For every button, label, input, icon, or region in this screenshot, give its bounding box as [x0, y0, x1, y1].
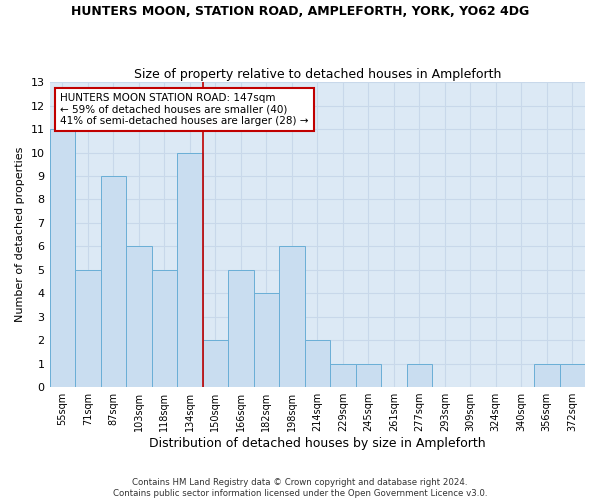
Bar [305, 340, 330, 387]
Bar [330, 364, 356, 387]
Text: HUNTERS MOON STATION ROAD: 147sqm
← 59% of detached houses are smaller (40)
41% : HUNTERS MOON STATION ROAD: 147sqm ← 59% … [60, 93, 309, 126]
Y-axis label: Number of detached properties: Number of detached properties [15, 147, 25, 322]
Bar [126, 246, 152, 387]
Bar [407, 364, 432, 387]
Bar [101, 176, 126, 387]
Bar [177, 152, 203, 387]
Text: Contains HM Land Registry data © Crown copyright and database right 2024.
Contai: Contains HM Land Registry data © Crown c… [113, 478, 487, 498]
Bar [560, 364, 585, 387]
Bar [228, 270, 254, 387]
Bar [203, 340, 228, 387]
Bar [534, 364, 560, 387]
Bar [356, 364, 381, 387]
Bar [50, 129, 75, 387]
Bar [75, 270, 101, 387]
X-axis label: Distribution of detached houses by size in Ampleforth: Distribution of detached houses by size … [149, 437, 485, 450]
Bar [279, 246, 305, 387]
Bar [254, 294, 279, 387]
Title: Size of property relative to detached houses in Ampleforth: Size of property relative to detached ho… [134, 68, 501, 81]
Bar [152, 270, 177, 387]
Text: HUNTERS MOON, STATION ROAD, AMPLEFORTH, YORK, YO62 4DG: HUNTERS MOON, STATION ROAD, AMPLEFORTH, … [71, 5, 529, 18]
